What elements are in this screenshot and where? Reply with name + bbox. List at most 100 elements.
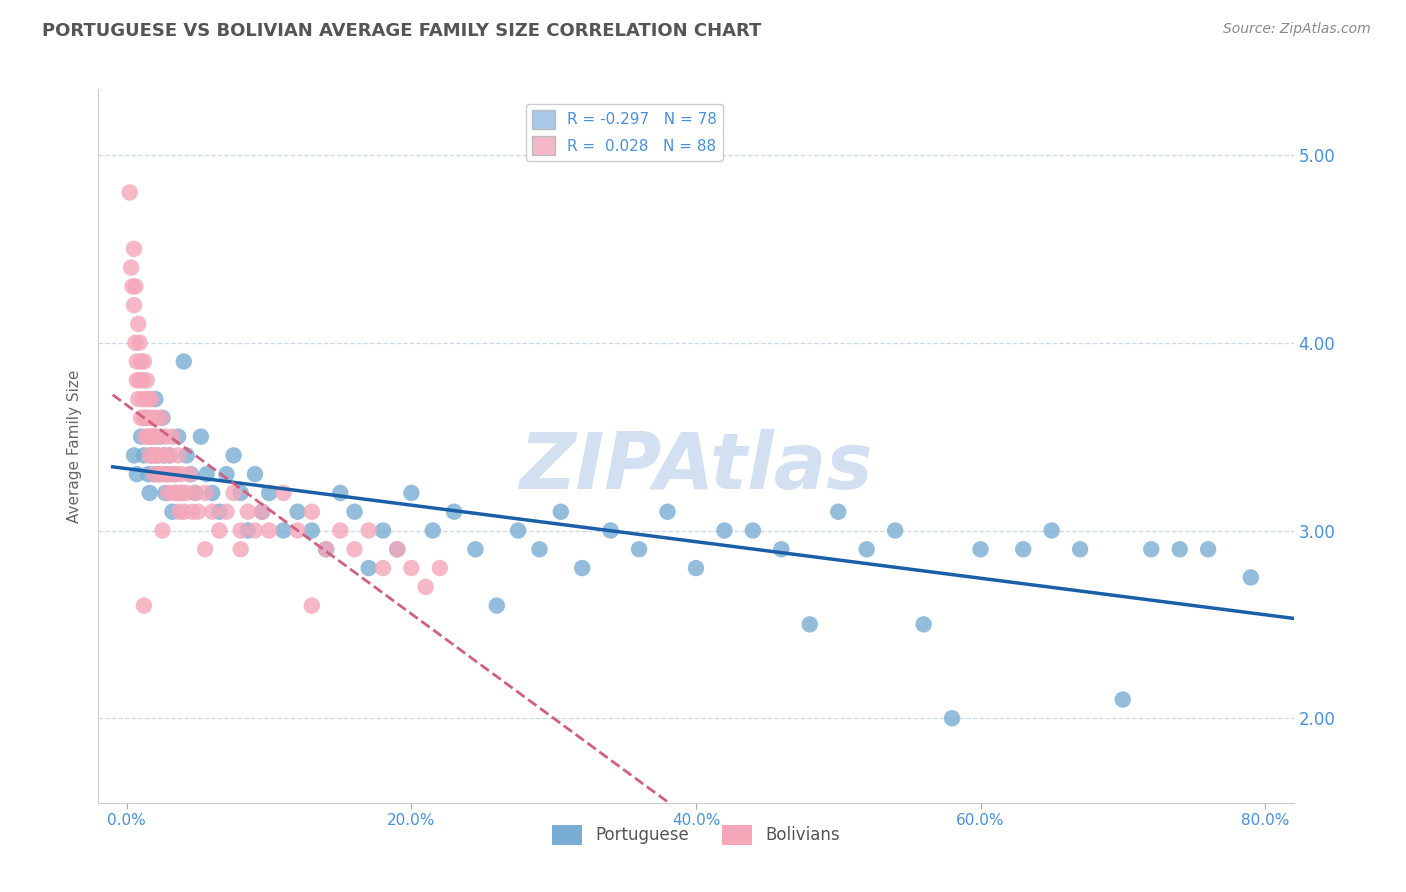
Point bbox=[301, 524, 323, 538]
Point bbox=[464, 542, 486, 557]
Point bbox=[136, 467, 159, 482]
Point bbox=[1197, 542, 1219, 557]
Point bbox=[132, 599, 155, 613]
Point bbox=[131, 392, 153, 406]
Point bbox=[152, 467, 174, 482]
Point bbox=[799, 617, 821, 632]
Point bbox=[201, 505, 224, 519]
Point bbox=[136, 392, 159, 406]
Point bbox=[128, 335, 150, 350]
Point bbox=[1112, 692, 1135, 706]
Point bbox=[941, 711, 963, 725]
Point bbox=[150, 410, 173, 425]
Point bbox=[1012, 542, 1035, 557]
Point bbox=[685, 561, 707, 575]
Point bbox=[141, 449, 163, 463]
Point bbox=[118, 186, 141, 200]
Point bbox=[385, 542, 409, 557]
Point bbox=[122, 242, 145, 256]
Point bbox=[176, 449, 198, 463]
Point bbox=[229, 486, 252, 500]
Point bbox=[222, 449, 245, 463]
Point bbox=[287, 524, 309, 538]
Point bbox=[170, 486, 193, 500]
Point bbox=[167, 449, 190, 463]
Point bbox=[149, 467, 172, 482]
Point bbox=[138, 449, 160, 463]
Point bbox=[215, 505, 238, 519]
Point bbox=[148, 467, 170, 482]
Point bbox=[152, 524, 174, 538]
Point bbox=[508, 524, 530, 538]
Point bbox=[357, 561, 380, 575]
Point bbox=[143, 449, 166, 463]
Point bbox=[124, 335, 146, 350]
Point bbox=[125, 373, 148, 387]
Point bbox=[121, 279, 143, 293]
Point bbox=[141, 429, 163, 443]
Point bbox=[236, 505, 259, 519]
Point bbox=[571, 561, 593, 575]
Point bbox=[385, 542, 409, 557]
Point bbox=[529, 542, 551, 557]
Text: ZIPAtlas: ZIPAtlas bbox=[519, 429, 873, 506]
Point bbox=[125, 467, 148, 482]
Point bbox=[145, 429, 167, 443]
Point bbox=[125, 354, 148, 368]
Point bbox=[1240, 570, 1263, 584]
Point bbox=[127, 317, 149, 331]
Point bbox=[129, 410, 152, 425]
Point bbox=[156, 467, 179, 482]
Point bbox=[127, 392, 149, 406]
Point bbox=[129, 354, 152, 368]
Point bbox=[139, 392, 162, 406]
Point bbox=[167, 429, 190, 443]
Point bbox=[135, 373, 157, 387]
Point bbox=[371, 524, 394, 538]
Point bbox=[884, 524, 907, 538]
Point bbox=[236, 524, 259, 538]
Point bbox=[713, 524, 735, 538]
Point bbox=[1069, 542, 1091, 557]
Point bbox=[371, 561, 394, 575]
Point bbox=[170, 467, 193, 482]
Point bbox=[343, 505, 366, 519]
Point bbox=[180, 467, 202, 482]
Point bbox=[187, 505, 209, 519]
Point bbox=[129, 429, 152, 443]
Point bbox=[153, 449, 176, 463]
Point bbox=[139, 449, 162, 463]
Point bbox=[181, 505, 204, 519]
Point bbox=[139, 429, 162, 443]
Point bbox=[176, 486, 198, 500]
Point bbox=[173, 354, 195, 368]
Point bbox=[1140, 542, 1163, 557]
Point bbox=[215, 467, 238, 482]
Point bbox=[142, 467, 165, 482]
Point bbox=[250, 505, 273, 519]
Point bbox=[415, 580, 437, 594]
Point bbox=[329, 524, 352, 538]
Point bbox=[169, 505, 191, 519]
Point bbox=[485, 599, 508, 613]
Point bbox=[159, 449, 181, 463]
Point bbox=[155, 486, 177, 500]
Point bbox=[134, 392, 156, 406]
Point bbox=[138, 486, 160, 500]
Point bbox=[243, 524, 266, 538]
Point bbox=[138, 410, 160, 425]
Point bbox=[287, 505, 309, 519]
Point bbox=[142, 467, 165, 482]
Point bbox=[208, 505, 231, 519]
Point bbox=[122, 449, 145, 463]
Point bbox=[172, 486, 194, 500]
Point bbox=[315, 542, 337, 557]
Point bbox=[132, 449, 155, 463]
Point bbox=[163, 486, 186, 500]
Point bbox=[422, 524, 444, 538]
Point bbox=[165, 467, 187, 482]
Point bbox=[229, 524, 252, 538]
Point bbox=[243, 467, 266, 482]
Point bbox=[194, 486, 217, 500]
Point bbox=[1168, 542, 1191, 557]
